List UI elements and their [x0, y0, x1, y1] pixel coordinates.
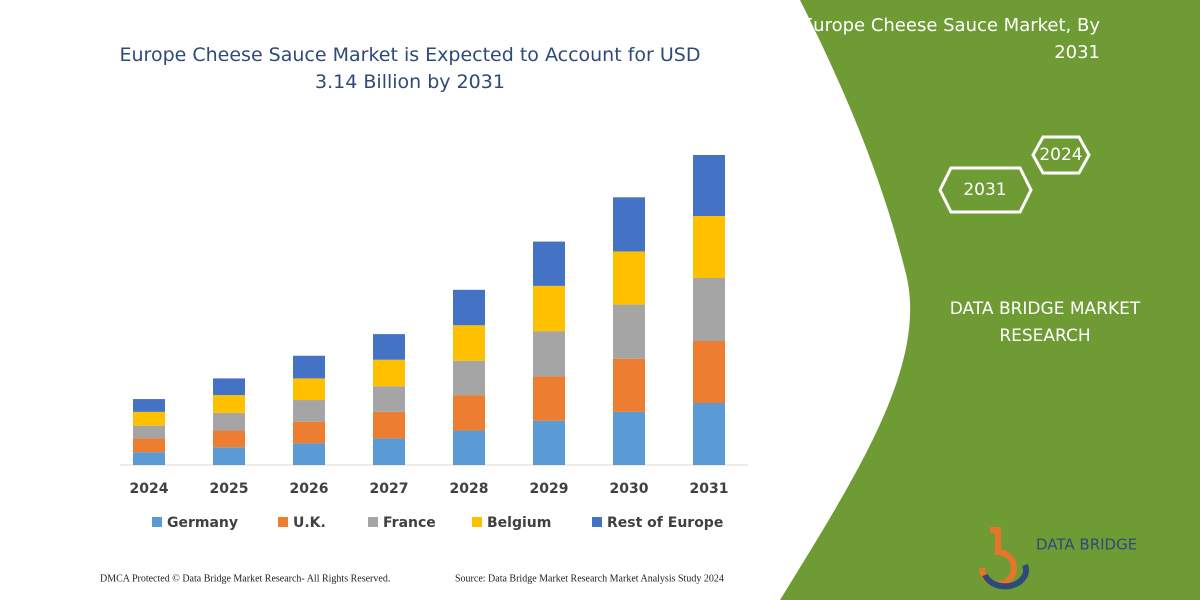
bar-segment [453, 430, 485, 465]
bar-segment [453, 360, 485, 396]
x-tick-label: 2024 [130, 481, 169, 497]
bar-segment [453, 289, 485, 326]
panel-title: Europe Cheese Sauce Market, By 2031 [801, 15, 1100, 63]
footer-right: Source: Data Bridge Market Research Mark… [455, 573, 724, 584]
logo-mark [982, 563, 1029, 590]
bar-segment [133, 452, 165, 465]
bar-segment [213, 412, 245, 431]
bar-segment [293, 355, 325, 379]
legend-swatch [368, 517, 378, 527]
bar-segment [613, 251, 645, 305]
green-panel [780, 0, 1200, 600]
logo-text: DATA BRIDGE [1036, 536, 1137, 554]
bar-segment [293, 443, 325, 465]
bar-segment [693, 403, 725, 465]
bar-segment [533, 376, 565, 421]
bar-segment [293, 378, 325, 401]
x-tick-label: 2030 [610, 481, 649, 497]
bar-segment [373, 411, 405, 439]
bar-segment [453, 395, 485, 431]
bar-segment [693, 216, 725, 279]
x-tick-label: 2026 [290, 481, 329, 497]
bar-segment [693, 341, 725, 403]
legend-label: U.K. [293, 515, 326, 531]
brand-name: DATA BRIDGE MARKET RESEARCH [949, 299, 1141, 346]
bar-segment [373, 386, 405, 412]
bar-segment [133, 425, 165, 439]
legend-label: France [383, 515, 436, 531]
legend-label: Rest of Europe [607, 515, 723, 531]
bar-segment [213, 395, 245, 413]
bar-segment [533, 241, 565, 286]
bar-segment [533, 331, 565, 377]
legend-swatch [152, 517, 162, 527]
bar-segment [373, 438, 405, 465]
chart-title: Europe Cheese Sauce Market is Expected t… [119, 44, 701, 93]
bar-segment [213, 430, 245, 448]
bar-segment [613, 358, 645, 412]
x-tick-label: 2025 [210, 481, 249, 497]
bar-segment [373, 334, 405, 360]
bar-segment [213, 447, 245, 465]
bar-segment [613, 411, 645, 465]
bar-segment [373, 359, 405, 387]
bar-segment [613, 197, 645, 252]
badge-label: 2031 [963, 180, 1006, 200]
legend-label: Germany [167, 515, 238, 531]
bar-segment [133, 438, 165, 453]
badge-label: 2024 [1039, 145, 1082, 165]
x-tick-label: 2027 [370, 481, 409, 497]
bar-segment [293, 400, 325, 422]
bar-segment [133, 411, 165, 426]
legend-swatch [472, 517, 482, 527]
bar-segment [213, 378, 245, 396]
bar-segment [453, 325, 485, 361]
hexagon [1031, 135, 1091, 175]
footer-left: DMCA Protected © Data Bridge Market Rese… [100, 573, 390, 584]
x-tick-label: 2028 [450, 481, 489, 497]
legend-swatch [278, 517, 288, 527]
x-tick-label: 2031 [690, 481, 729, 497]
x-tick-label: 2029 [530, 481, 569, 497]
bar-segment [693, 155, 725, 217]
bar-segment [533, 285, 565, 332]
hexagon [938, 166, 1033, 214]
bar-segment [693, 278, 725, 341]
bar-segment [533, 420, 565, 465]
legend-label: Belgium [487, 515, 551, 531]
legend-swatch [592, 517, 602, 527]
bar-segment [133, 399, 165, 412]
bar-segment [613, 304, 645, 359]
bar-segment [293, 421, 325, 444]
